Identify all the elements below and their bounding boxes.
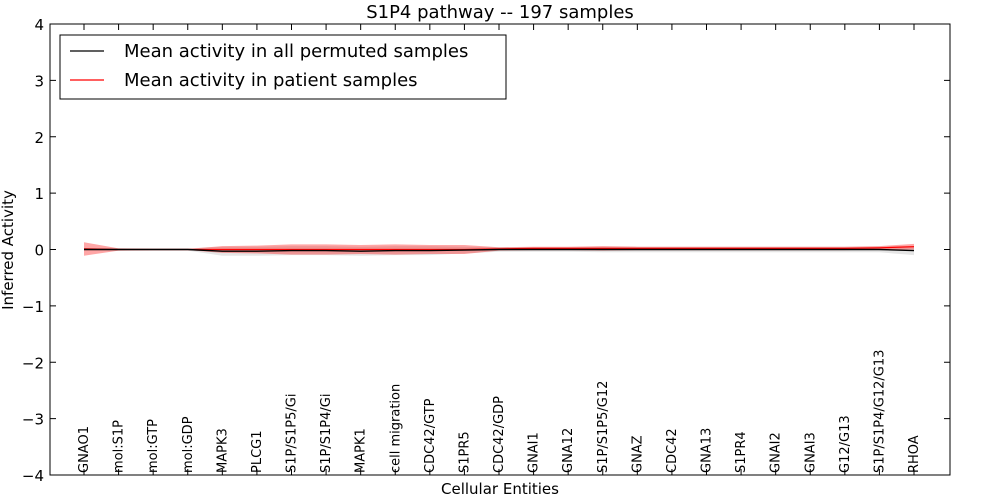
x-tick-label: GNAZ xyxy=(630,435,645,473)
x-tick-label: S1P/S1P5/Gi xyxy=(285,394,300,473)
legend-label-permuted: Mean activity in all permuted samples xyxy=(124,41,468,62)
x-tick-label: S1PR5 xyxy=(457,431,472,473)
x-tick-label: CDC42/GDP xyxy=(492,396,507,473)
chart-title: S1P4 pathway -- 197 samples xyxy=(366,2,634,23)
x-tick-label: mol:GTP xyxy=(146,419,161,473)
x-tick-label: CDC42 xyxy=(665,428,680,473)
x-tick-label: GNA13 xyxy=(700,428,715,473)
y-tick-label: −2 xyxy=(22,354,44,372)
x-tick-label: GNAI2 xyxy=(769,432,784,473)
x-tick-label: S1P/S1P4/G12/G13 xyxy=(872,350,887,473)
y-axis-ticks: −4 −3 −2 −1 0 1 2 3 4 xyxy=(22,16,950,485)
x-tick-label: GNAI1 xyxy=(527,432,542,473)
x-tick-label: S1P/S1P5/G12 xyxy=(596,381,611,473)
line-series-0 xyxy=(84,248,915,252)
x-tick-label: PLCG1 xyxy=(250,430,265,473)
x-tick-label: MAPK1 xyxy=(354,428,369,473)
series-lines xyxy=(83,246,915,252)
x-tick-label: cell migration xyxy=(388,384,403,473)
legend-label-patient: Mean activity in patient samples xyxy=(124,70,418,91)
x-tick-label: G12/G13 xyxy=(838,415,853,473)
x-tick-label: RHOA xyxy=(907,435,922,473)
x-tick-label: S1PR4 xyxy=(734,431,749,473)
legend-box xyxy=(59,34,507,100)
y-tick-label: −1 xyxy=(22,298,44,316)
y-tick-label: 3 xyxy=(34,72,44,90)
y-tick-label: 4 xyxy=(34,16,44,34)
x-tick-label: GNAO1 xyxy=(77,426,92,473)
x-axis-ticks: GNAO1 mol:S1P mol:GTP mol:GDP MAPK3 PLCG1 S1P/… xyxy=(77,24,922,475)
x-tick-label: MAPK3 xyxy=(215,428,230,473)
x-tick-label: GNAI3 xyxy=(803,432,818,473)
y-tick-label: −4 xyxy=(22,467,44,485)
y-axis-label: Inferred Activity xyxy=(0,190,17,310)
x-axis-label: Cellular Entities xyxy=(441,480,559,498)
x-tick-label: mol:S1P xyxy=(112,420,127,473)
y-tick-label: −3 xyxy=(22,411,44,429)
x-tick-label: mol:GDP xyxy=(181,416,196,473)
legend: Mean activity in all permuted samples Me… xyxy=(59,34,507,100)
x-tick-label: S1P/S1P4/Gi xyxy=(319,394,334,473)
y-tick-label: 2 xyxy=(34,129,44,147)
x-tick-label: GNA12 xyxy=(561,428,576,473)
x-tick-label: CDC42/GTP xyxy=(423,398,438,473)
y-tick-label: 1 xyxy=(34,185,44,203)
y-tick-label: 0 xyxy=(34,242,44,260)
